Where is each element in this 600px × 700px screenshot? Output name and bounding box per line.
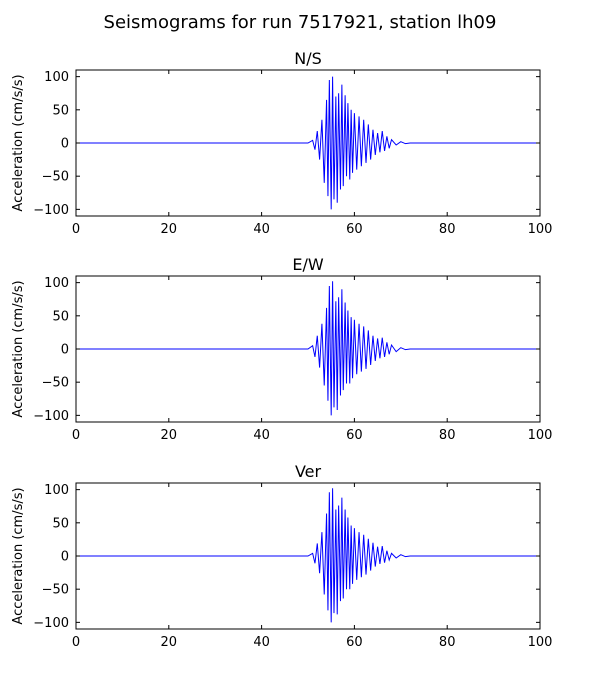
figure-title: Seismograms for run 7517921, station lh0… — [104, 12, 497, 33]
y-tick-label-ver: −50 — [42, 583, 69, 598]
x-tick-label-ver: 20 — [161, 635, 178, 650]
panel-ns: N/S 0 20 40 60 80 100 100 50 0 −50 −100 Acceleration… — [11, 49, 552, 237]
series-line-ns-0 — [76, 76, 540, 210]
x-tick-label-ew: 100 — [528, 428, 553, 443]
y-tick-label-ew: 0 — [61, 343, 69, 358]
x-tick-label-ns: 100 — [528, 222, 553, 237]
x-tick-label-ver: 40 — [253, 635, 270, 650]
y-tick-label-ns: −50 — [42, 170, 69, 185]
panel-ew: E/W 0 20 40 60 80 100 100 50 0 −50 −100 Acceleration… — [11, 255, 552, 443]
y-tick-label-ns: 100 — [44, 70, 69, 85]
series-line-ver-0 — [76, 488, 540, 623]
x-tick-label-ns: 60 — [346, 222, 363, 237]
series-line-ew-0 — [76, 281, 540, 416]
y-axis-label-ns: Acceleration (cm/s/s) — [11, 74, 26, 211]
x-tick-label-ver: 60 — [346, 635, 363, 650]
y-tick-label-ew: −50 — [42, 376, 69, 391]
x-tick-label-ew: 0 — [72, 428, 80, 443]
x-tick-label-ver: 100 — [528, 635, 553, 650]
panel-title-ew: E/W — [292, 255, 324, 274]
y-tick-label-ns: 0 — [61, 137, 69, 152]
x-tick-label-ns: 40 — [253, 222, 270, 237]
x-tick-label-ver: 0 — [72, 635, 80, 650]
x-tick-label-ew: 20 — [161, 428, 178, 443]
panel-title-ver: Ver — [295, 462, 322, 481]
x-tick-label-ew: 80 — [439, 428, 456, 443]
panel-title-ns: N/S — [294, 49, 322, 68]
x-tick-label-ns: 20 — [161, 222, 178, 237]
y-tick-label-ew: −100 — [33, 409, 69, 424]
y-tick-label-ns: −100 — [33, 203, 69, 218]
panel-ver: Ver 0 20 40 60 80 100 100 50 0 −50 −100 Acceleration… — [11, 462, 552, 650]
y-axis-label-ew: Acceleration (cm/s/s) — [11, 280, 26, 417]
y-axis-label-ver: Acceleration (cm/s/s) — [11, 487, 26, 624]
y-tick-label-ew: 50 — [52, 309, 69, 324]
x-tick-label-ew: 60 — [346, 428, 363, 443]
y-tick-label-ver: 0 — [61, 550, 69, 565]
y-tick-label-ns: 50 — [52, 103, 69, 118]
y-tick-label-ew: 100 — [44, 276, 69, 291]
x-tick-label-ns: 80 — [439, 222, 456, 237]
y-tick-label-ver: 50 — [52, 516, 69, 531]
y-tick-label-ver: −100 — [33, 616, 69, 631]
x-tick-label-ew: 40 — [253, 428, 270, 443]
x-tick-label-ver: 80 — [439, 635, 456, 650]
y-tick-label-ver: 100 — [44, 483, 69, 498]
x-tick-label-ns: 0 — [72, 222, 80, 237]
